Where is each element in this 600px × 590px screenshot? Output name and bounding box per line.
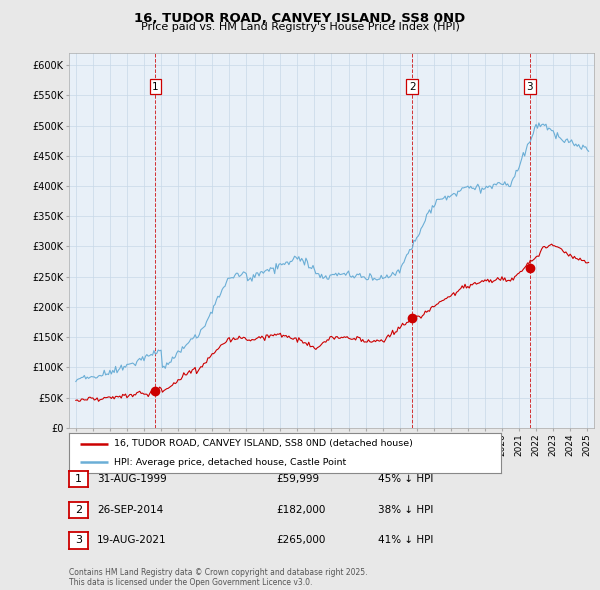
- Text: 45% ↓ HPI: 45% ↓ HPI: [378, 474, 433, 484]
- Text: 2: 2: [75, 505, 82, 514]
- Text: 31-AUG-1999: 31-AUG-1999: [97, 474, 167, 484]
- Text: 16, TUDOR ROAD, CANVEY ISLAND, SS8 0ND (detached house): 16, TUDOR ROAD, CANVEY ISLAND, SS8 0ND (…: [115, 440, 413, 448]
- Text: £265,000: £265,000: [276, 536, 325, 545]
- Text: 38% ↓ HPI: 38% ↓ HPI: [378, 505, 433, 514]
- Text: 16, TUDOR ROAD, CANVEY ISLAND, SS8 0ND: 16, TUDOR ROAD, CANVEY ISLAND, SS8 0ND: [134, 12, 466, 25]
- Text: 1: 1: [152, 82, 159, 92]
- Text: £182,000: £182,000: [276, 505, 325, 514]
- Text: Price paid vs. HM Land Registry's House Price Index (HPI): Price paid vs. HM Land Registry's House …: [140, 22, 460, 32]
- Text: 2: 2: [409, 82, 415, 92]
- Text: 41% ↓ HPI: 41% ↓ HPI: [378, 536, 433, 545]
- Text: 3: 3: [526, 82, 533, 92]
- Text: HPI: Average price, detached house, Castle Point: HPI: Average price, detached house, Cast…: [115, 458, 347, 467]
- Text: Contains HM Land Registry data © Crown copyright and database right 2025.
This d: Contains HM Land Registry data © Crown c…: [69, 568, 367, 587]
- Text: 1: 1: [75, 474, 82, 484]
- Text: 26-SEP-2014: 26-SEP-2014: [97, 505, 163, 514]
- Text: £59,999: £59,999: [276, 474, 319, 484]
- Text: 3: 3: [75, 536, 82, 545]
- Text: 19-AUG-2021: 19-AUG-2021: [97, 536, 167, 545]
